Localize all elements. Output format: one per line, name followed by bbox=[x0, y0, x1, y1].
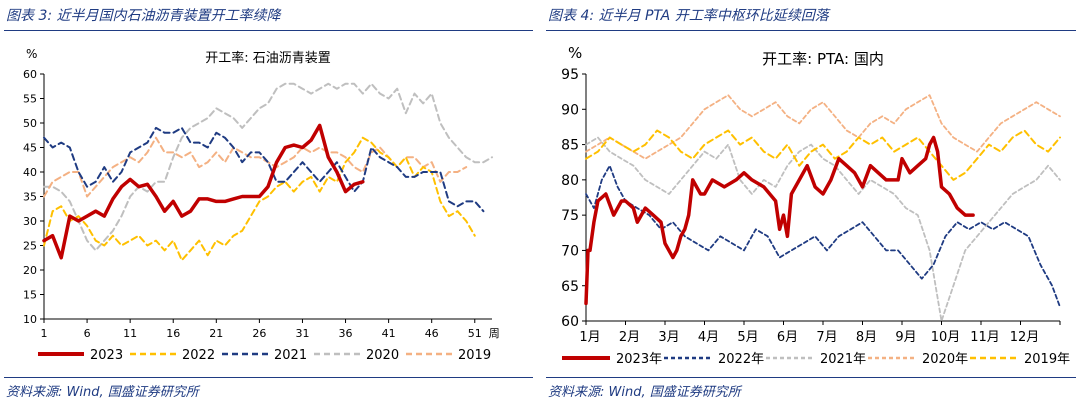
right-figure-title: 图表 4: 近半月 PTA 开工率中枢环比延续回落 bbox=[548, 8, 829, 24]
left-x-tick-label: 1 bbox=[41, 327, 48, 340]
right-y-unit-label: % bbox=[568, 44, 582, 62]
left-y-tick-label: 30 bbox=[23, 215, 37, 228]
right-y-tick-label: 90 bbox=[561, 102, 579, 118]
right-title-rule bbox=[546, 30, 1076, 31]
right-series-line-2 bbox=[585, 136, 1061, 322]
left-source-rule bbox=[4, 377, 533, 378]
left-title-rule bbox=[4, 30, 533, 31]
right-y-tick-label: 65 bbox=[561, 279, 579, 295]
right-y-tick-label: 60 bbox=[561, 314, 579, 330]
right-x-tick-label: 3月 bbox=[658, 330, 679, 345]
right-chart-title: 开工率: PTA: 国内 bbox=[762, 50, 884, 68]
left-y-tick-label: 60 bbox=[23, 68, 37, 81]
right-y-tick-label: 85 bbox=[561, 138, 579, 154]
right-figure-panel: 图表 4: 近半月 PTA 开工率中枢环比延续回落 开工率: PTA: 国内% 6… bbox=[542, 0, 1080, 404]
left-x-unit-label: 周 bbox=[489, 327, 500, 340]
left-series-line-3 bbox=[43, 82, 493, 252]
left-legend-label-2: 2021 bbox=[274, 348, 307, 363]
right-series-line-4 bbox=[585, 129, 1061, 181]
right-y-tick-label: 95 bbox=[561, 67, 579, 83]
left-source-note: 资料来源: Wind, 国盛证券研究所 bbox=[6, 385, 199, 400]
right-x-tick-label: 12月 bbox=[1010, 330, 1040, 345]
left-y-tick-label: 35 bbox=[23, 190, 37, 203]
left-y-tick-label: 10 bbox=[23, 313, 37, 326]
right-x-tick-label: 6月 bbox=[777, 330, 798, 345]
right-x-tick-label: 8月 bbox=[856, 330, 877, 345]
left-x-tick-label: 31 bbox=[295, 327, 309, 340]
left-x-tick-label: 21 bbox=[209, 327, 223, 340]
left-x-tick-label: 11 bbox=[123, 327, 137, 340]
right-legend-label-4: 2019年 bbox=[1024, 352, 1070, 367]
right-y-tick-label: 70 bbox=[561, 243, 579, 259]
left-y-tick-label: 40 bbox=[23, 166, 37, 179]
right-line-chart: 开工率: PTA: 国内% 60 65 70 75 80 85 90 95 1月 2月 3月 4月 5月 6… bbox=[561, 44, 1070, 367]
left-y-unit-label: % bbox=[26, 47, 37, 61]
right-series-line-3 bbox=[585, 94, 1061, 160]
left-x-tick-label: 51 bbox=[468, 327, 482, 340]
right-x-tick-label: 1月 bbox=[579, 330, 600, 345]
right-y-tick-label: 80 bbox=[561, 173, 579, 189]
right-series-line-1 bbox=[585, 164, 1061, 308]
left-figure-title: 图表 3: 近半月国内石油沥青装置开工率续降 bbox=[6, 8, 281, 24]
left-x-tick-label: 41 bbox=[382, 327, 396, 340]
left-y-tick-label: 25 bbox=[23, 239, 37, 252]
left-y-tick-label: 15 bbox=[23, 288, 37, 301]
right-source-note: 资料来源: Wind, 国盛证券研究所 bbox=[548, 385, 741, 400]
left-series-line-4 bbox=[43, 136, 468, 198]
right-x-tick-label: 10月 bbox=[931, 330, 961, 345]
left-y-tick-label: 20 bbox=[23, 264, 37, 277]
left-y-tick-label: 45 bbox=[23, 141, 37, 154]
right-x-tick-label: 7月 bbox=[816, 330, 837, 345]
left-x-tick-label: 46 bbox=[425, 327, 439, 340]
left-x-tick-label: 26 bbox=[252, 327, 266, 340]
right-legend-label-2: 2021年 bbox=[820, 352, 866, 367]
left-series-line-2 bbox=[43, 126, 485, 213]
left-x-tick-label: 36 bbox=[339, 327, 353, 340]
left-legend-label-0: 2023 bbox=[90, 348, 123, 363]
right-x-tick-label: 9月 bbox=[895, 330, 916, 345]
left-chart-title: 开工率: 石油沥青装置 bbox=[205, 50, 331, 66]
right-legend-label-0: 2023年 bbox=[616, 352, 662, 367]
left-y-tick-label: 50 bbox=[23, 117, 37, 130]
left-series-line-0 bbox=[42, 123, 365, 260]
left-figure-panel: 图表 3: 近半月国内石油沥青装置开工率续降 开工率: 石油沥青装置% 10 15 2… bbox=[0, 0, 537, 404]
left-y-tick-label: 55 bbox=[23, 92, 37, 105]
left-legend-label-1: 2022 bbox=[182, 348, 215, 363]
right-legend-label-1: 2022年 bbox=[718, 352, 764, 367]
right-x-tick-label: 5月 bbox=[737, 330, 758, 345]
left-x-tick-label: 6 bbox=[84, 327, 91, 340]
right-y-tick-label: 75 bbox=[561, 208, 579, 224]
right-legend-label-3: 2020年 bbox=[922, 352, 968, 367]
right-series-line-0 bbox=[584, 135, 975, 306]
left-series-line-1 bbox=[43, 136, 476, 262]
right-x-tick-label: 2月 bbox=[619, 330, 640, 345]
left-x-tick-label: 16 bbox=[166, 327, 180, 340]
right-source-rule bbox=[546, 377, 1076, 378]
right-x-tick-label: 11月 bbox=[970, 330, 1000, 345]
left-legend-label-3: 2020 bbox=[366, 348, 399, 363]
left-legend-label-4: 2019 bbox=[458, 348, 491, 363]
right-x-tick-label: 4月 bbox=[698, 330, 719, 345]
